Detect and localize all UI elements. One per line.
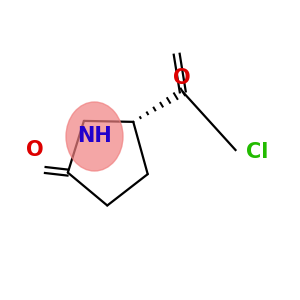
Text: NH: NH [77,126,112,146]
Text: O: O [26,140,43,160]
Ellipse shape [66,102,123,171]
Text: O: O [173,68,190,88]
Text: Cl: Cl [246,142,268,161]
